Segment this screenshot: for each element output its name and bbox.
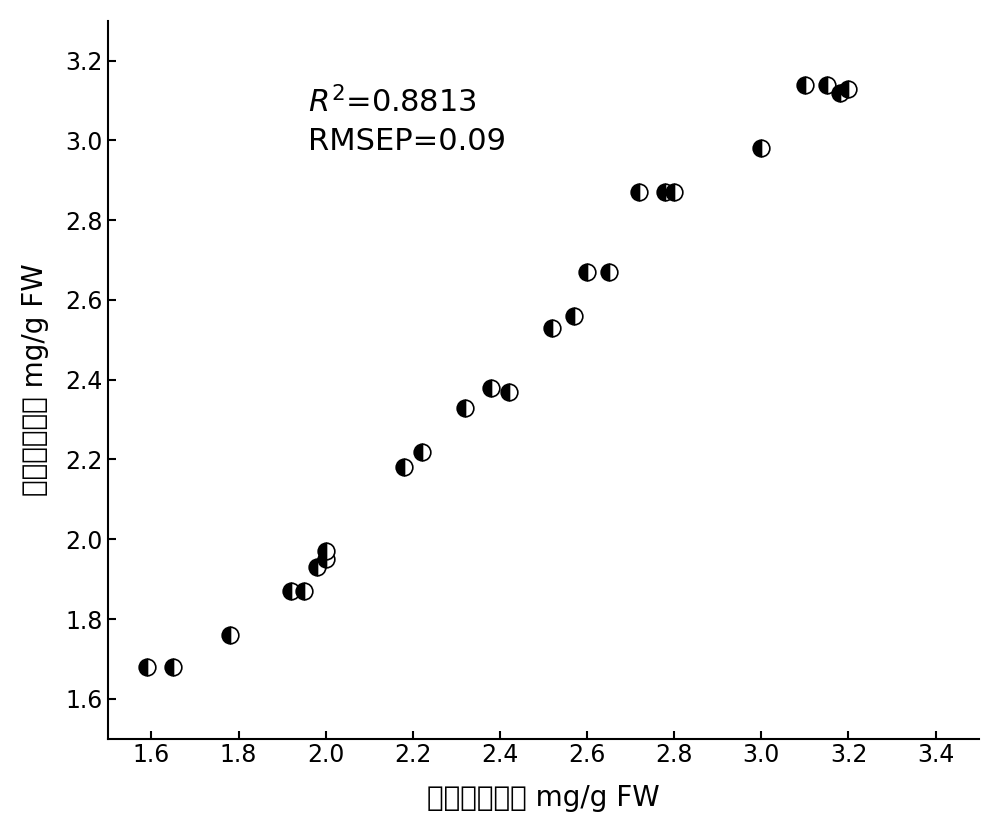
Text: $R^2$=0.8813
RMSEP=0.09: $R^2$=0.8813 RMSEP=0.09	[308, 86, 506, 156]
Y-axis label: 叶綠素预测值 mg/g FW: 叶綠素预测值 mg/g FW	[21, 263, 49, 496]
X-axis label: 叶綠素测量值 mg/g FW: 叶綠素测量值 mg/g FW	[427, 784, 660, 812]
